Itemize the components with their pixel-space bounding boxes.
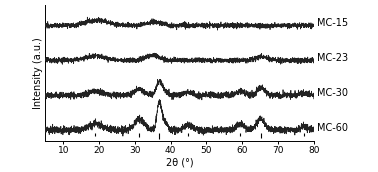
X-axis label: 2θ (°): 2θ (°) (166, 158, 194, 168)
Text: MC-15: MC-15 (317, 18, 349, 28)
Text: MC-60: MC-60 (317, 123, 348, 133)
Text: MC-23: MC-23 (317, 53, 349, 63)
Y-axis label: Intensity (a.u.): Intensity (a.u.) (33, 37, 43, 109)
Text: MC-30: MC-30 (317, 88, 348, 98)
